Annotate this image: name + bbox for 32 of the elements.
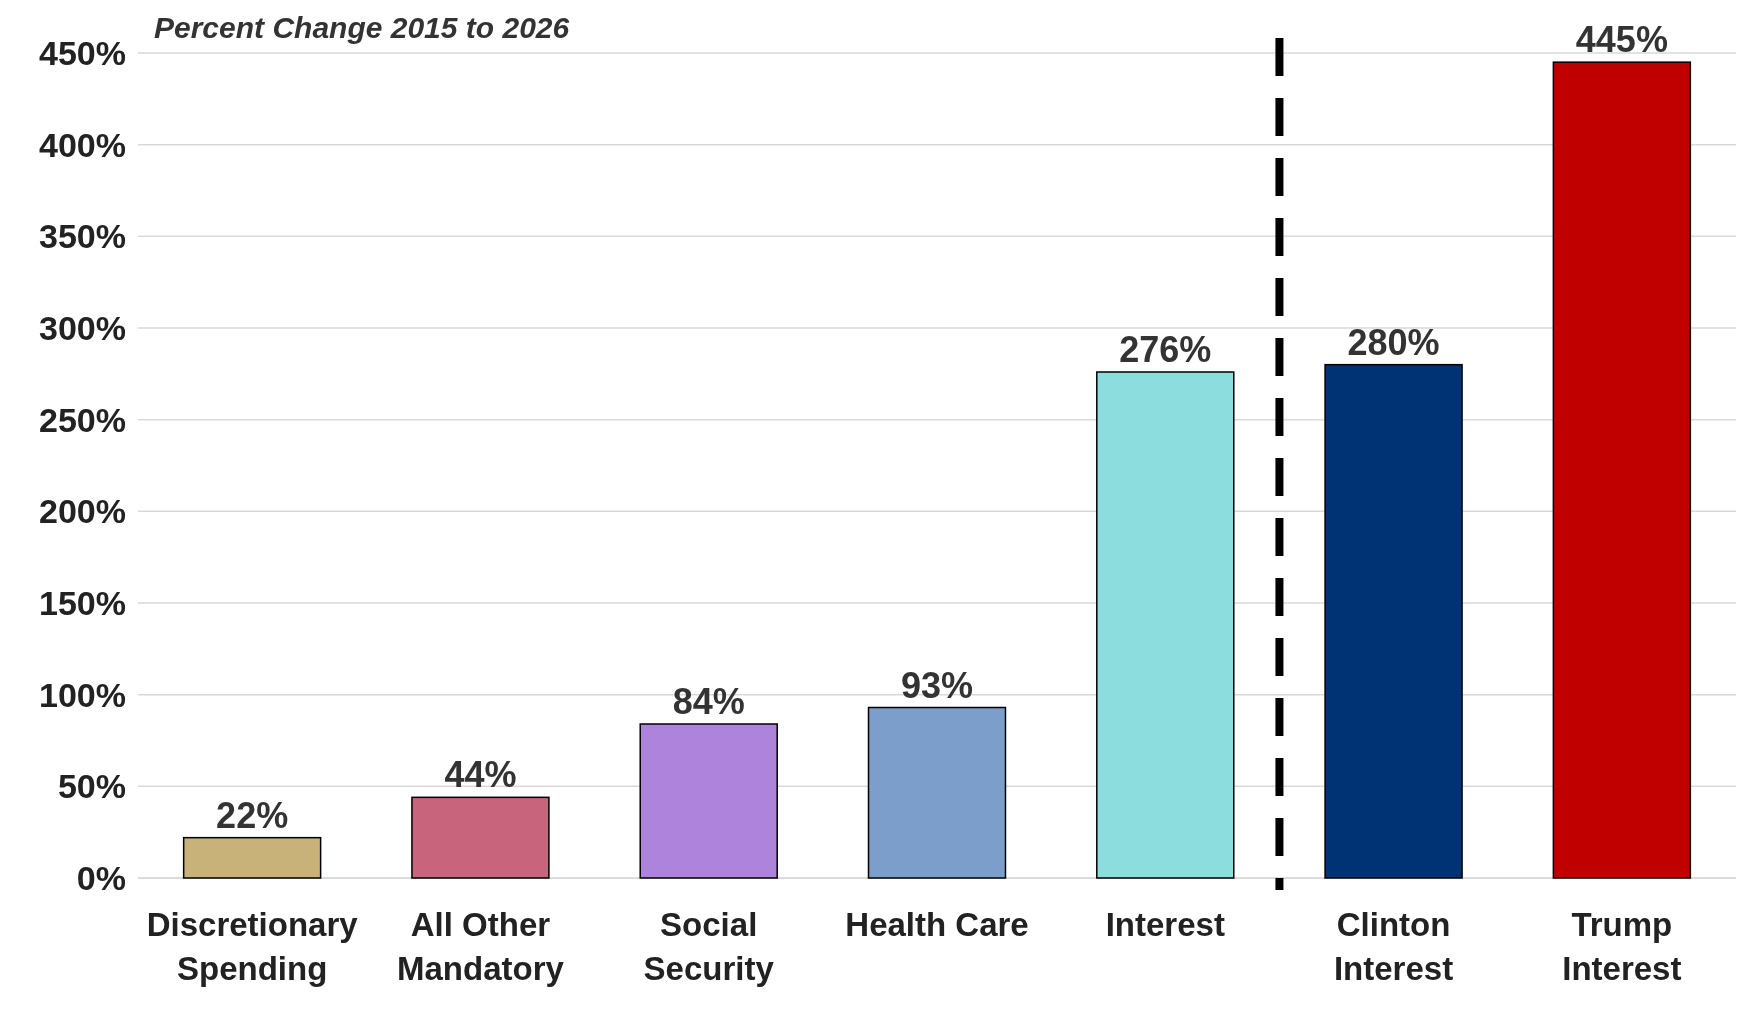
data-label: 276%	[1119, 329, 1212, 370]
bar	[867, 706, 1007, 879]
data-label: 280%	[1347, 321, 1440, 363]
y-tick-label: 50%	[57, 767, 126, 806]
data-label: 44%	[444, 754, 517, 796]
x-tick-label: Health Care	[845, 906, 1029, 943]
x-tick-label: Discretionary Spending	[146, 906, 359, 987]
y-tick-label: 400%	[39, 125, 126, 164]
y-tick-label: 450%	[39, 33, 126, 72]
data-label: 93%	[900, 664, 974, 706]
x-tick-label: Clinton Interest	[1333, 906, 1454, 987]
y-tick-label: 300%	[39, 308, 126, 347]
chart-title: Percent Change 2015 to 2026	[154, 11, 570, 44]
bar	[1324, 363, 1463, 879]
bar	[639, 723, 778, 879]
bar	[1096, 371, 1235, 879]
y-tick-label: 200%	[39, 492, 126, 531]
bar	[411, 796, 550, 879]
data-label: 84%	[672, 681, 745, 722]
x-tick-label: Trump Interest	[1562, 906, 1682, 987]
x-tick-label: Social Security	[643, 906, 775, 987]
bar	[182, 836, 322, 879]
y-tick-label: 100%	[39, 675, 126, 714]
y-tick-label: 250%	[39, 400, 126, 439]
data-label: 445%	[1575, 19, 1668, 61]
bar	[1552, 61, 1692, 879]
y-tick-label: 0%	[76, 858, 126, 897]
y-tick-label: 350%	[39, 217, 126, 256]
x-tick-label: Interest	[1105, 906, 1225, 943]
y-tick-label: 150%	[39, 583, 126, 622]
x-tick-label: All Other Mandatory	[397, 906, 565, 987]
data-label: 22%	[216, 794, 289, 836]
